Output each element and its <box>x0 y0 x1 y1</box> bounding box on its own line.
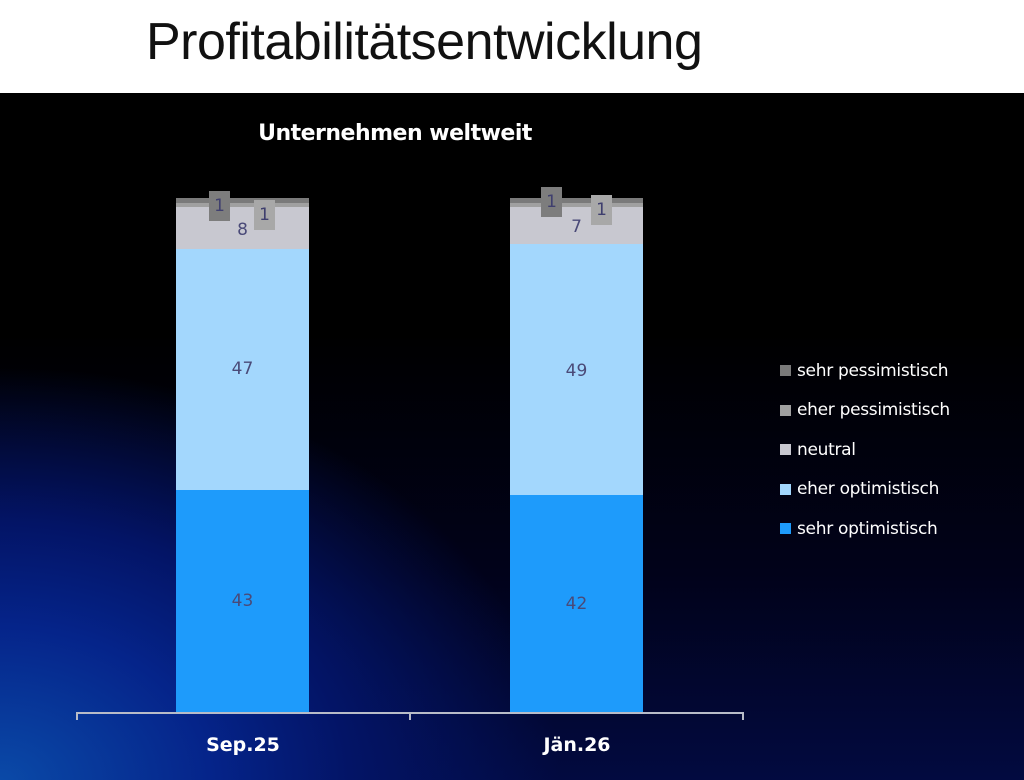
x-label-jan26: Jän.26 <box>543 734 611 756</box>
value-tag-sehr-pessimistisch: 1 <box>541 187 562 217</box>
value-tag-eher-pessimistisch: 1 <box>591 195 612 225</box>
bar-jan26: 7 49 42 1 1 <box>510 187 643 712</box>
segment-sehr-optimistisch: 43 <box>176 490 309 712</box>
legend-item-eher-pessimistisch: eher pessimistisch <box>780 391 950 431</box>
value-tag-eher-pessimistisch: 1 <box>254 200 275 230</box>
segment-sehr-pessimistisch <box>176 198 309 203</box>
segment-eher-pessimistisch <box>510 203 643 207</box>
legend-label: eher optimistisch <box>797 479 940 500</box>
legend-swatch <box>780 365 791 377</box>
value-label: 43 <box>231 591 254 611</box>
legend-item-eher-optimistisch: eher optimistisch <box>780 470 950 510</box>
legend-item-neutral: neutral <box>780 430 950 470</box>
chart-title: Unternehmen weltweit <box>258 121 532 146</box>
x-axis-tick <box>76 712 78 720</box>
value-label: 47 <box>231 359 254 379</box>
legend-item-sehr-pessimistisch: sehr pessimistisch <box>780 351 950 391</box>
bar-sep25: 8 47 43 1 1 <box>176 191 309 712</box>
x-axis-tick <box>742 712 744 720</box>
legend-item-sehr-optimistisch: sehr optimistisch <box>780 509 950 549</box>
header: Profitabilitätsentwicklung <box>0 0 1024 93</box>
value-label: 42 <box>565 594 588 614</box>
legend-label: neutral <box>797 439 856 460</box>
x-label-sep25: Sep.25 <box>206 734 280 756</box>
value-label: 49 <box>565 361 588 381</box>
legend-swatch <box>780 523 791 535</box>
legend-label: sehr pessimistisch <box>797 360 949 381</box>
legend: sehr pessimistisch eher pessimistisch ne… <box>780 351 950 549</box>
legend-swatch <box>780 404 791 416</box>
value-label: 8 <box>237 220 248 240</box>
segment-sehr-optimistisch: 42 <box>510 495 643 712</box>
segment-neutral: 8 <box>176 207 309 249</box>
chart-panel: Unternehmen weltweit 8 47 43 1 1 7 49 42… <box>0 93 1024 780</box>
legend-swatch <box>780 483 791 495</box>
segment-sehr-pessimistisch <box>510 198 643 203</box>
x-axis-tick <box>409 712 411 720</box>
segment-eher-optimistisch: 47 <box>176 249 309 490</box>
segment-neutral: 7 <box>510 207 643 244</box>
segment-eher-pessimistisch <box>176 203 309 207</box>
segment-eher-optimistisch: 49 <box>510 244 643 495</box>
value-label: 7 <box>571 217 582 237</box>
value-tag-sehr-pessimistisch: 1 <box>209 191 230 221</box>
legend-label: eher pessimistisch <box>797 400 950 421</box>
legend-label: sehr optimistisch <box>797 518 938 539</box>
page-title: Profitabilitätsentwicklung <box>146 13 703 71</box>
legend-swatch <box>780 444 791 456</box>
